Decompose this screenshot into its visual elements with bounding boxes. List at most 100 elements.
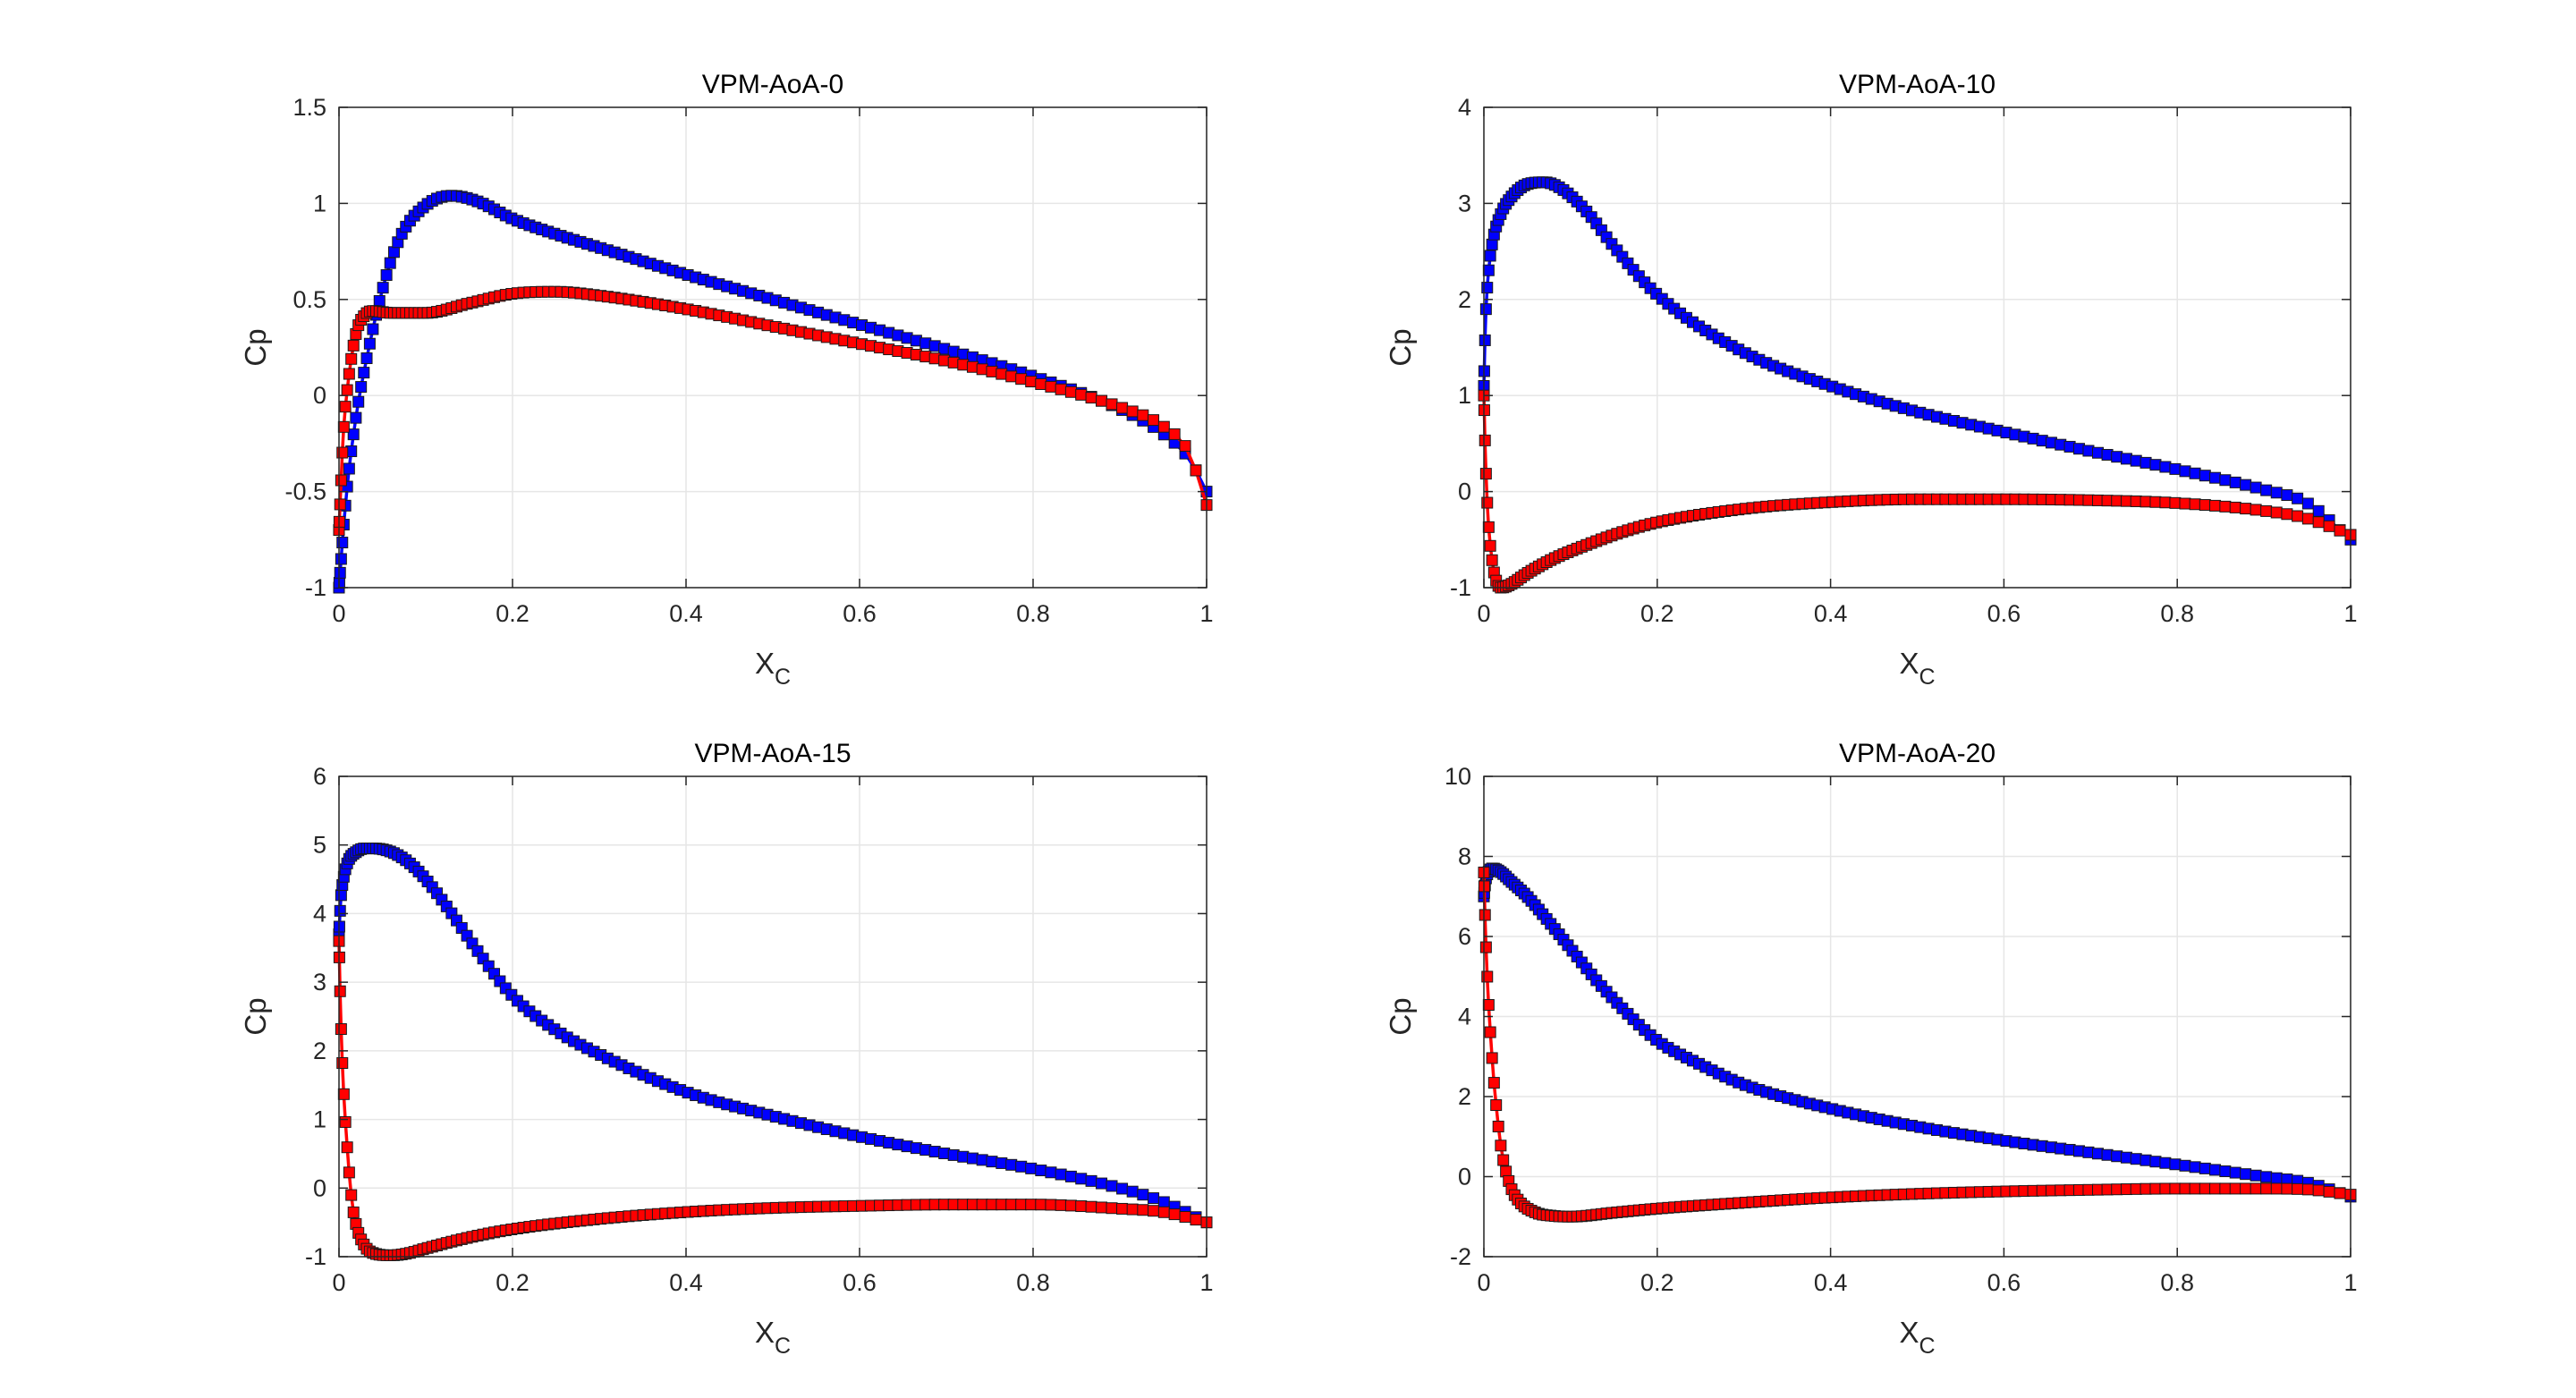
data-point [1168, 1208, 1181, 1221]
data-point [2199, 470, 2211, 482]
chart-panel-0: 0 0.2 0.4 0.6 0.8 1-1-0.500.511.5VPM-AoA-0XCC… [239, 70, 1214, 690]
data-point [1075, 388, 1088, 401]
data-point [2292, 510, 2304, 522]
data-point [2270, 1172, 2283, 1184]
data-point [2179, 497, 2191, 510]
y-tick-label: 3 [313, 969, 326, 996]
series-1 [333, 285, 1213, 537]
data-point [1015, 1199, 1028, 1211]
data-point [339, 1115, 352, 1128]
data-point [2312, 504, 2325, 517]
data-point [337, 420, 350, 433]
data-point [2130, 495, 2142, 507]
x-axis-label-main: X [755, 1316, 775, 1349]
data-point [2301, 513, 2314, 525]
data-point [335, 889, 347, 902]
y-tick-label: 0 [1458, 1164, 1471, 1190]
x-axis-label-sub: C [775, 1334, 791, 1359]
y-tick-label: 5 [313, 832, 326, 859]
axes-box [338, 775, 1208, 1258]
data-point [1479, 941, 1492, 953]
x-axis-label-main: X [755, 647, 775, 680]
data-point [334, 498, 346, 511]
data-point [1055, 1199, 1067, 1211]
data-point [2159, 1182, 2172, 1195]
x-tick-label: 0.6 [1987, 1269, 2021, 1296]
data-point [2179, 465, 2191, 478]
data-point [2229, 1182, 2241, 1195]
data-point [345, 1189, 358, 1201]
data-point [334, 985, 346, 997]
data-point [2250, 1169, 2262, 1182]
x-tick-label: 0.8 [2160, 600, 2194, 627]
data-point [1479, 909, 1491, 921]
data-point [2229, 501, 2241, 513]
data-point [380, 269, 393, 282]
data-point [1005, 370, 1018, 383]
data-point [2292, 492, 2304, 504]
data-point [2281, 489, 2293, 502]
x-axis-label: XC [755, 647, 791, 690]
data-point [341, 384, 353, 396]
chart-title: VPM-AoA-20 [1839, 739, 1996, 768]
data-point [2312, 1184, 2325, 1197]
data-point [996, 1157, 1008, 1169]
data-point [343, 368, 355, 380]
data-point [335, 474, 347, 487]
data-point [1486, 238, 1498, 250]
data-point [1479, 468, 1492, 480]
data-point [2169, 1182, 2182, 1195]
x-tick-label: 0.2 [496, 600, 530, 627]
data-point [1096, 1177, 1108, 1190]
x-axis-label-sub: C [775, 665, 791, 690]
data-point [976, 1154, 988, 1166]
data-point [1106, 1180, 1118, 1192]
data-point [2250, 1182, 2262, 1195]
x-tick-label: 0.4 [669, 600, 703, 627]
data-point [363, 337, 376, 350]
data-point [1487, 1077, 1500, 1089]
data-point [1495, 1140, 1507, 1152]
data-point [335, 553, 347, 565]
data-point [1096, 394, 1108, 407]
data-point [343, 462, 355, 475]
data-point [2120, 1183, 2132, 1196]
data-point [2219, 1165, 2232, 1178]
data-point [1137, 1204, 1149, 1216]
data-point [2240, 479, 2252, 491]
data-point [343, 1166, 355, 1179]
data-point [2169, 462, 2182, 475]
data-point [377, 282, 389, 294]
data-point [2140, 496, 2152, 508]
data-point [2334, 1187, 2346, 1199]
data-point [2149, 1182, 2162, 1195]
y-tick-label: -2 [1450, 1243, 1471, 1270]
data-point [976, 363, 988, 376]
data-point [2270, 487, 2283, 499]
data-point [1025, 1199, 1038, 1211]
data-point [1045, 1166, 1057, 1179]
series-markers [333, 190, 1213, 594]
data-point [347, 428, 360, 441]
x-axis-label-sub: C [1919, 665, 1935, 690]
data-point [2111, 495, 2123, 507]
data-point [384, 257, 396, 269]
y-tick-label: -1 [305, 574, 326, 601]
data-point [1484, 539, 1496, 552]
data-point [2199, 499, 2211, 512]
data-point [2179, 1182, 2191, 1195]
data-point [1190, 464, 1202, 477]
y-axis-label: Cp [1384, 328, 1417, 366]
data-point [1179, 440, 1191, 453]
x-tick-label: 0 [1477, 1269, 1490, 1296]
data-point [1482, 521, 1495, 533]
data-point [1137, 1189, 1149, 1201]
data-point [2260, 1182, 2273, 1195]
data-point [1484, 250, 1496, 262]
x-tick-label: 0.8 [1016, 600, 1050, 627]
data-point [1106, 1202, 1118, 1215]
data-point [996, 368, 1008, 380]
data-point [2209, 1182, 2222, 1195]
plot-area [339, 107, 1207, 588]
